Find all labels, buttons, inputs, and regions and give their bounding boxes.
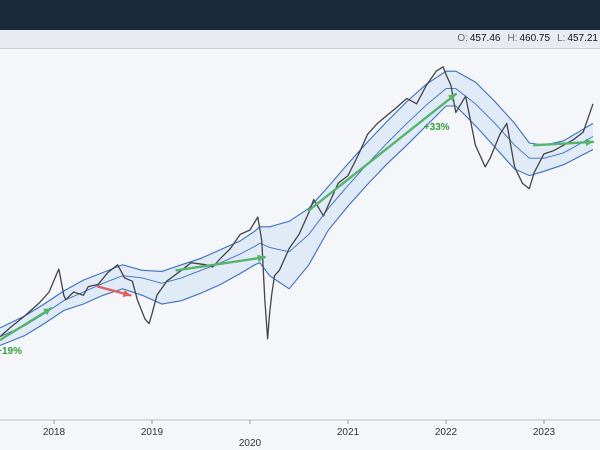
price-series-line [0,66,594,340]
x-tick-label: 2018 [43,427,66,438]
ohlc-key: O: [457,33,468,44]
band-mid-line [0,88,594,338]
trend-arrow-line [307,92,457,212]
band-fill-area [0,71,594,346]
top-toolbar [0,0,600,30]
trend-arrow-head [447,94,456,102]
ohlc-value: 460.75 [519,33,551,44]
x-tick-label: 2023 [533,427,556,438]
trend-arrow-head [585,138,593,147]
x-tick-label: 2022 [435,427,458,438]
trend-arrows: +19% +33% [0,92,595,357]
ohlc-value: 457.46 [469,33,501,44]
trend-label: +19% [0,346,22,357]
x-tick-label: 2019 [141,427,164,438]
band-upper-line [0,70,594,329]
trend-arrow-line [175,256,266,272]
trend-arrow-line [0,307,53,342]
price-line [0,66,594,340]
ohlc-readout: O: 457.46 H: 460.75 L: 457.21 [450,33,598,44]
x-axis-ticks: 2018 2019 2020 2021 2022 2023 [43,420,556,449]
price-info-bar [0,30,600,49]
ohlc-value: 457.21 [567,33,598,44]
trend-arrow-line [533,140,595,147]
band-lines [0,70,594,346]
band-fill [0,71,594,346]
trend-label: +33% [424,122,450,133]
ohlc-key: L: [557,33,566,44]
trend-arrow-head [43,308,52,316]
trend-arrow-head [122,289,131,298]
ohlc-key: H: [507,33,518,44]
price-chart[interactable]: +19% +33% 2018 2019 2020 2021 2022 2023 [0,49,600,450]
x-tick-label: 2021 [337,427,360,438]
trend-arrow-head [257,254,265,263]
band-lower-line [0,105,594,346]
x-tick-label: 2020 [239,438,262,449]
